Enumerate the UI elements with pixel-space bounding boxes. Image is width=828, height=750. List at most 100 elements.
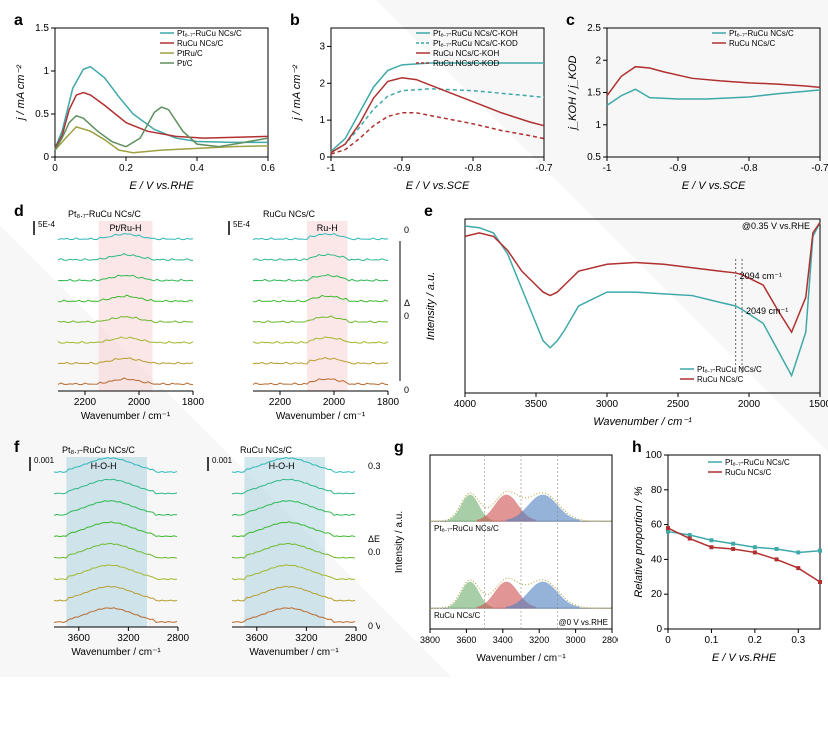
panel-d: d 220020001800Wavenumber / cm⁻¹5E-4Pt₈.₇… [10, 201, 410, 431]
panel-label-c: c [566, 12, 575, 30]
svg-text:Ru-H: Ru-H [317, 223, 338, 233]
svg-text:3: 3 [319, 41, 325, 52]
svg-text:RuCu NCs/C-KOD: RuCu NCs/C-KOD [433, 59, 499, 68]
svg-text:E / V vs.SCE: E / V vs.SCE [406, 180, 470, 192]
svg-text:2500: 2500 [667, 399, 690, 410]
svg-text:Pt₈.₇-RuCu NCs/C: Pt₈.₇-RuCu NCs/C [68, 209, 141, 219]
svg-text:0.35 V: 0.35 V [404, 225, 410, 235]
svg-text:2.5: 2.5 [587, 23, 601, 34]
svg-text:2049 cm⁻¹: 2049 cm⁻¹ [746, 306, 788, 316]
svg-text:Pt₈.₇-RuCu NCs/C: Pt₈.₇-RuCu NCs/C [729, 29, 794, 38]
row-3: f 3600 3200 2800 Wavenumber / cm⁻¹ 0.001 Pt₈.… [10, 437, 818, 667]
svg-text:0: 0 [656, 624, 662, 635]
svg-text:E / V vs.SCE: E / V vs.SCE [682, 180, 746, 192]
svg-text:j / mA cm⁻²: j / mA cm⁻² [15, 65, 27, 122]
svg-text:3600: 3600 [246, 633, 269, 644]
svg-text:0.4: 0.4 [190, 163, 204, 174]
svg-text:2200: 2200 [269, 397, 292, 408]
svg-text:E / V vs.RHE: E / V vs.RHE [129, 180, 194, 192]
panel-e: e 400035003000250020001500Wavenumber / c… [420, 201, 828, 431]
panel-f: f 360032002800Wavenumber / cm⁻¹0.001Pt₈.… [10, 437, 380, 667]
panel-a: a 00.20.40.600.511.5E / V vs.RHEj / mA c… [10, 10, 276, 195]
svg-text:Wavenumber / cm⁻¹: Wavenumber / cm⁻¹ [249, 647, 339, 658]
svg-text:0: 0 [319, 152, 325, 163]
svg-text:3200: 3200 [295, 633, 318, 644]
svg-text:j / mA cm⁻²: j / mA cm⁻² [291, 65, 303, 122]
svg-text:-0.8: -0.8 [740, 163, 758, 174]
svg-text:0 V: 0 V [404, 385, 410, 395]
svg-text:3500: 3500 [525, 399, 548, 410]
panel-label-h: h [632, 439, 642, 457]
svg-text:1.5: 1.5 [35, 23, 49, 34]
svg-text:@0.35 V vs.RHE: @0.35 V vs.RHE [742, 221, 810, 231]
svg-text:-1: -1 [327, 163, 336, 174]
svg-text:j_KOH / j_KOD: j_KOH / j_KOD [567, 55, 579, 131]
svg-text:0.001: 0.001 [212, 456, 233, 465]
svg-text:2800: 2800 [345, 633, 368, 644]
svg-text:0: 0 [43, 152, 49, 163]
svg-text:1: 1 [319, 115, 325, 126]
svg-text:3200: 3200 [117, 633, 140, 644]
svg-text:Pt₈.₇-RuCu NCs/C: Pt₈.₇-RuCu NCs/C [177, 29, 242, 38]
svg-text:Wavenumber / cm⁻¹: Wavenumber / cm⁻¹ [276, 411, 366, 422]
svg-text:0: 0 [52, 163, 58, 174]
svg-text:2: 2 [319, 78, 325, 89]
svg-text:RuCu NCs/C: RuCu NCs/C [697, 375, 743, 384]
svg-text:3000: 3000 [596, 399, 619, 410]
panel-b: b -1-0.9-0.8-0.70123E / V vs.SCEj / mA c… [286, 10, 552, 195]
svg-text:1800: 1800 [182, 397, 205, 408]
svg-text:-0.9: -0.9 [669, 163, 687, 174]
svg-text:80: 80 [651, 485, 663, 496]
svg-text:ΔE: ΔE [404, 298, 410, 308]
svg-text:1: 1 [595, 120, 601, 131]
svg-text:3400: 3400 [493, 635, 513, 645]
svg-text:Pt₈.₇-RuCu NCs/C-KOD: Pt₈.₇-RuCu NCs/C-KOD [433, 39, 518, 48]
svg-text:Intensity / a.u.: Intensity / a.u. [425, 272, 437, 340]
panel-label-g: g [394, 439, 404, 457]
svg-text:3200: 3200 [529, 635, 549, 645]
svg-text:Pt/Ru-H: Pt/Ru-H [109, 223, 141, 233]
svg-text:0.001: 0.001 [34, 456, 55, 465]
svg-text:RuCu NCs/C: RuCu NCs/C [725, 468, 771, 477]
panel-h: h 00.10.20.3020406080100E / V vs.RHERela… [628, 437, 828, 667]
svg-text:20: 20 [651, 589, 663, 600]
svg-text:2200: 2200 [74, 397, 97, 408]
panel-label-d: d [14, 203, 24, 221]
panel-label-f: f [14, 439, 19, 457]
svg-text:0: 0 [665, 635, 671, 646]
svg-text:PtRu/C: PtRu/C [177, 49, 203, 58]
svg-text:-1: -1 [603, 163, 612, 174]
svg-text:-0.8: -0.8 [464, 163, 482, 174]
svg-text:4000: 4000 [454, 399, 477, 410]
svg-text:Wavenumber / cm⁻¹: Wavenumber / cm⁻¹ [476, 653, 566, 664]
panel-label-b: b [290, 12, 300, 30]
svg-text:2: 2 [595, 55, 601, 66]
svg-text:ΔE: ΔE [368, 534, 380, 544]
svg-text:Relative proportion / %: Relative proportion / % [633, 486, 645, 597]
svg-text:3000: 3000 [566, 635, 586, 645]
svg-text:2094 cm⁻¹: 2094 cm⁻¹ [740, 271, 782, 281]
svg-text:Wavenumber / cm⁻¹: Wavenumber / cm⁻¹ [81, 411, 171, 422]
svg-text:RuCu NCs/C: RuCu NCs/C [240, 445, 293, 455]
svg-text:0.1: 0.1 [704, 635, 718, 646]
svg-text:Intensity / a.u.: Intensity / a.u. [394, 511, 405, 573]
svg-text:Pt₈.₇-RuCu NCs/C: Pt₈.₇-RuCu NCs/C [434, 524, 499, 533]
svg-text:1800: 1800 [377, 397, 400, 408]
panel-label-a: a [14, 12, 23, 30]
svg-text:0.05 V: 0.05 V [368, 547, 380, 557]
svg-text:3800: 3800 [420, 635, 440, 645]
svg-text:0.35 V: 0.35 V [368, 461, 380, 471]
svg-text:5E-4: 5E-4 [38, 220, 55, 229]
svg-text:Pt/C: Pt/C [177, 59, 193, 68]
svg-text:2800: 2800 [602, 635, 618, 645]
svg-text:-0.7: -0.7 [811, 163, 828, 174]
svg-text:Wavenumber / cm⁻¹: Wavenumber / cm⁻¹ [71, 647, 161, 658]
svg-text:Wavenumber / cm⁻¹: Wavenumber / cm⁻¹ [593, 416, 692, 428]
panel-c: c -1-0.9-0.8-0.70.511.522.5E / V vs.SCEj… [562, 10, 828, 195]
svg-text:40: 40 [651, 554, 663, 565]
svg-text:RuCu NCs/C: RuCu NCs/C [729, 39, 775, 48]
row-1: a 00.20.40.600.511.5E / V vs.RHEj / mA c… [10, 10, 818, 195]
svg-text:E / V vs.RHE: E / V vs.RHE [712, 652, 777, 664]
svg-text:RuCu NCs/C: RuCu NCs/C [177, 39, 223, 48]
svg-text:3600: 3600 [68, 633, 91, 644]
